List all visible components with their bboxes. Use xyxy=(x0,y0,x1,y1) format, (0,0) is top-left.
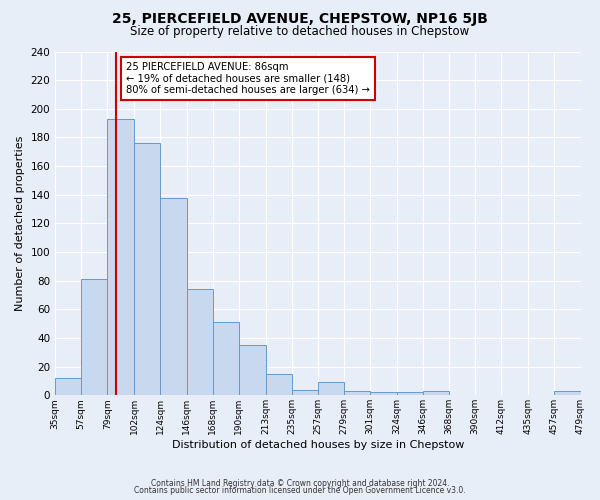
Bar xyxy=(423,391,449,396)
Bar xyxy=(292,390,318,396)
Text: 25, PIERCEFIELD AVENUE, CHEPSTOW, NP16 5JB: 25, PIERCEFIELD AVENUE, CHEPSTOW, NP16 5… xyxy=(112,12,488,26)
Text: 25 PIERCEFIELD AVENUE: 86sqm
← 19% of detached houses are smaller (148)
80% of s: 25 PIERCEFIELD AVENUE: 86sqm ← 19% of de… xyxy=(126,62,370,95)
Bar xyxy=(160,198,187,396)
Bar xyxy=(554,391,581,396)
Text: Size of property relative to detached houses in Chepstow: Size of property relative to detached ho… xyxy=(130,25,470,38)
Y-axis label: Number of detached properties: Number of detached properties xyxy=(15,136,25,311)
Bar xyxy=(212,322,239,396)
Bar xyxy=(187,290,212,396)
Bar xyxy=(239,345,266,396)
Bar xyxy=(397,392,423,396)
Text: Contains HM Land Registry data © Crown copyright and database right 2024.: Contains HM Land Registry data © Crown c… xyxy=(151,478,449,488)
Bar xyxy=(318,382,344,396)
Bar xyxy=(107,119,134,396)
Text: Contains public sector information licensed under the Open Government Licence v3: Contains public sector information licen… xyxy=(134,486,466,495)
X-axis label: Distribution of detached houses by size in Chepstow: Distribution of detached houses by size … xyxy=(172,440,464,450)
Bar xyxy=(134,143,160,396)
Bar xyxy=(55,378,81,396)
Bar xyxy=(370,392,397,396)
Bar xyxy=(266,374,292,396)
Bar xyxy=(81,280,107,396)
Bar xyxy=(344,391,370,396)
